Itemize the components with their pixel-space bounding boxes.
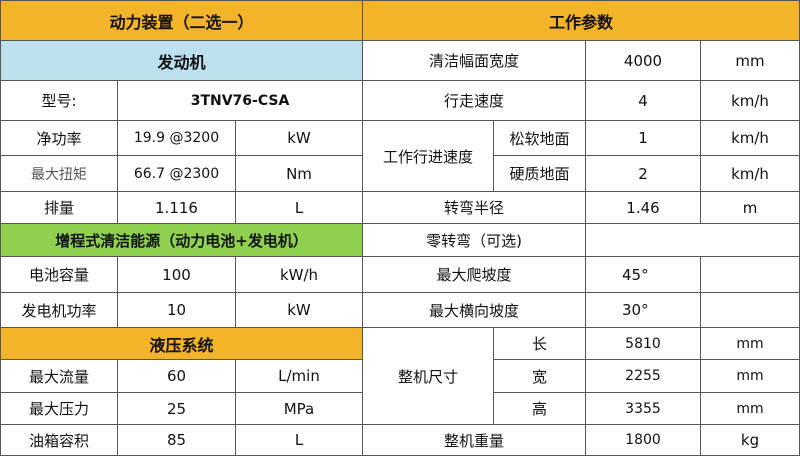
battery-capacity-unit: kW/h: [236, 257, 363, 293]
clean-width-value: 4000: [586, 41, 701, 81]
max-torque-value: 66.7 @2300: [118, 156, 236, 192]
generator-power-unit: kW: [236, 293, 363, 328]
weight-unit: kg: [701, 425, 800, 456]
length-unit: mm: [701, 328, 800, 360]
width-value: 2255: [586, 360, 701, 393]
generator-power-label: 发电机功率: [0, 293, 118, 328]
hard-ground-value: 2: [586, 156, 701, 192]
travel-speed-label: 行走速度: [363, 81, 586, 121]
clean-width-unit: mm: [701, 41, 800, 81]
soft-ground-value: 1: [586, 121, 701, 156]
max-pressure-value: 25: [118, 393, 236, 425]
width-label: 宽: [494, 360, 586, 393]
hard-ground-unit: km/h: [701, 156, 800, 192]
max-side-slope-value: 30°: [586, 293, 701, 328]
extended-range-section-header: 增程式清洁能源（动力电池+发电机）: [0, 224, 363, 257]
turn-radius-value: 1.46: [586, 192, 701, 224]
width-unit: mm: [701, 360, 800, 393]
max-climb-label: 最大爬坡度: [363, 257, 586, 293]
engine-section-header: 发动机: [0, 41, 363, 81]
clean-width-label: 清洁幅面宽度: [363, 41, 586, 81]
work-speed-label: 工作行进速度: [363, 121, 494, 192]
max-pressure-unit: MPa: [236, 393, 363, 425]
zero-turn-label: 零转弯（可选): [363, 224, 586, 257]
work-params-header: 工作参数: [363, 0, 800, 41]
weight-value: 1800: [586, 425, 701, 456]
net-power-label: 净功率: [0, 121, 118, 156]
zero-turn-value: [586, 224, 800, 257]
displacement-value: 1.116: [118, 192, 236, 224]
height-value: 3355: [586, 393, 701, 425]
net-power-value: 19.9 @3200: [118, 121, 236, 156]
weight-label: 整机重量: [363, 425, 586, 456]
hydraulic-section-header: 液压系统: [0, 328, 363, 360]
turn-radius-label: 转弯半径: [363, 192, 586, 224]
soft-ground-label: 松软地面: [494, 121, 586, 156]
max-climb-value: 45°: [586, 257, 701, 293]
max-flow-label: 最大流量: [0, 360, 118, 393]
height-label: 高: [494, 393, 586, 425]
travel-speed-unit: km/h: [701, 81, 800, 121]
length-value: 5810: [586, 328, 701, 360]
travel-speed-value: 4: [586, 81, 701, 121]
model-value: 3TNV76-CSA: [118, 81, 363, 121]
max-flow-unit: L/min: [236, 360, 363, 393]
max-pressure-label: 最大压力: [0, 393, 118, 425]
soft-ground-unit: km/h: [701, 121, 800, 156]
displacement-unit: L: [236, 192, 363, 224]
max-side-slope-unit: [701, 293, 800, 328]
power-unit-header: 动力装置（二选一）: [0, 0, 363, 41]
tank-volume-unit: L: [236, 425, 363, 456]
height-unit: mm: [701, 393, 800, 425]
max-torque-unit: Nm: [236, 156, 363, 192]
max-torque-label: 最大扭矩: [0, 156, 118, 192]
hard-ground-label: 硬质地面: [494, 156, 586, 192]
length-label: 长: [494, 328, 586, 360]
generator-power-value: 10: [118, 293, 236, 328]
max-side-slope-label: 最大横向坡度: [363, 293, 586, 328]
model-label: 型号:: [0, 81, 118, 121]
tank-volume-label: 油箱容积: [0, 425, 118, 456]
battery-capacity-label: 电池容量: [0, 257, 118, 293]
max-climb-unit: [701, 257, 800, 293]
dimensions-label: 整机尺寸: [363, 328, 494, 425]
max-flow-value: 60: [118, 360, 236, 393]
displacement-label: 排量: [0, 192, 118, 224]
battery-capacity-value: 100: [118, 257, 236, 293]
net-power-unit: kW: [236, 121, 363, 156]
turn-radius-unit: m: [701, 192, 800, 224]
tank-volume-value: 85: [118, 425, 236, 456]
